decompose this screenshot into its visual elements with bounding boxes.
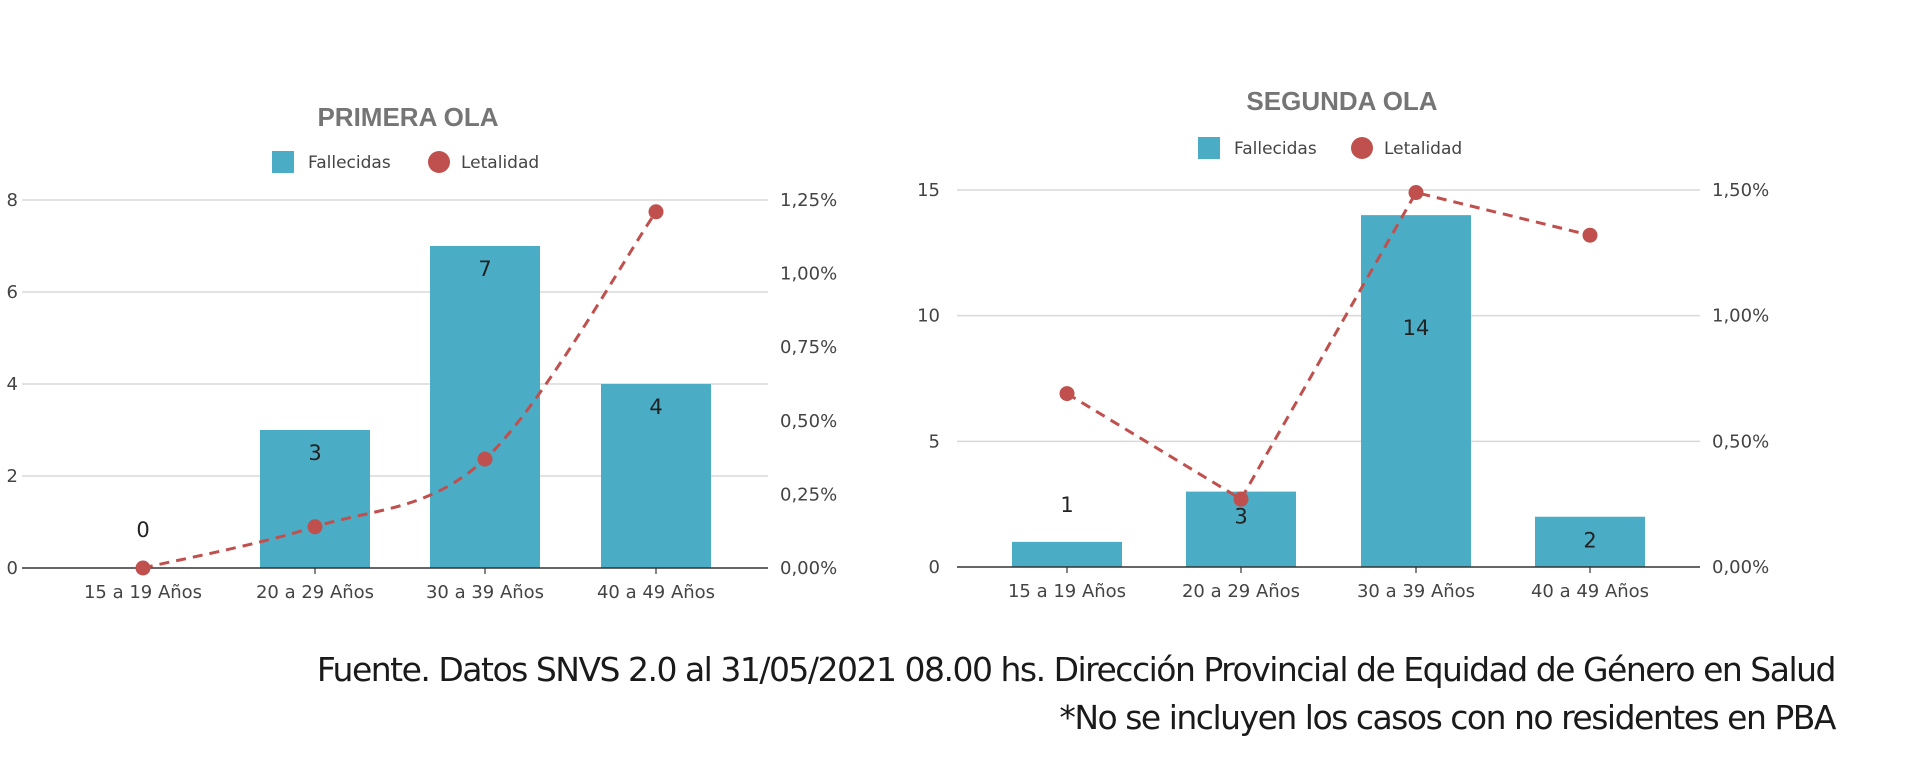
chart2-x-tick-label: 40 a 49 Años xyxy=(1531,581,1649,602)
chart2-x-tick-label: 20 a 29 Años xyxy=(1182,581,1300,602)
chart2-y-right-tick: 0,00% xyxy=(1712,557,1769,578)
chart1-legend-swatch-line xyxy=(428,151,450,173)
chart1-y-right-tick: 0,00% xyxy=(780,558,837,579)
chart2-legend-swatch-bar xyxy=(1198,137,1220,159)
chart2-y-right-tick: 1,50% xyxy=(1712,180,1769,201)
chart1-y-right-tick: 1,00% xyxy=(780,264,837,285)
chart2-bar-data-label: 14 xyxy=(1403,316,1430,340)
chart1-bar-data-label: 4 xyxy=(649,395,662,419)
chart1-y-right-tick: 1,25% xyxy=(780,190,837,211)
chart1-x-tick-label: 20 a 29 Años xyxy=(256,582,374,603)
chart1-y-left-tick: 4 xyxy=(7,374,18,395)
chart2-bar-data-label: 2 xyxy=(1583,529,1596,553)
chart1-x-tick-label: 15 a 19 Años xyxy=(84,582,202,603)
chart1-y-left-tick: 6 xyxy=(7,282,18,303)
chart1-x-tick-label: 40 a 49 Años xyxy=(597,582,715,603)
chart1-letalidad-point xyxy=(135,560,151,576)
chart1-legend-swatch-bar xyxy=(272,151,294,173)
chart2-y-left-tick: 5 xyxy=(929,431,940,452)
chart2-bar-data-label: 3 xyxy=(1234,505,1247,529)
chart2-bar xyxy=(1012,541,1122,567)
chart1-y-left-tick: 2 xyxy=(7,466,18,487)
chart1-letalidad-point xyxy=(648,204,664,220)
chart1-letalidad-line xyxy=(142,210,658,570)
chart2-x-tick-label: 15 a 19 Años xyxy=(1008,581,1126,602)
chart1-y-right-tick: 0,25% xyxy=(780,484,837,505)
chart2-y-left-tick: 10 xyxy=(917,306,940,327)
chart2-y-right-tick: 0,50% xyxy=(1712,431,1769,452)
chart2-legend-label-letalidad: Letalidad xyxy=(1384,139,1462,159)
chart1-y-right-tick: 0,75% xyxy=(780,337,837,358)
chart1-x-tick-label: 30 a 39 Años xyxy=(426,582,544,603)
chart2-bar xyxy=(1535,516,1645,567)
chart2-legend-swatch-line xyxy=(1351,137,1373,159)
chart2-y-right-tick: 1,00% xyxy=(1712,306,1769,327)
chart1-bar-data-label: 7 xyxy=(478,257,491,281)
chart2-x-tick-label: 30 a 39 Años xyxy=(1357,581,1475,602)
chart2-y-left-tick: 15 xyxy=(917,180,940,201)
chart1-bar xyxy=(260,430,370,568)
chart1-y-left-tick: 8 xyxy=(7,190,18,211)
chart2-bar xyxy=(1361,215,1471,567)
chart1-bar xyxy=(430,246,540,568)
chart1-letalidad-point xyxy=(477,451,493,467)
chart2-letalidad-point xyxy=(1582,227,1598,243)
chart1-bar xyxy=(601,384,711,568)
chart2-bar-data-label: 1 xyxy=(1060,493,1073,517)
chart2-letalidad-point xyxy=(1059,386,1075,402)
chart2-letalidad-line xyxy=(1066,190,1591,502)
chart1-y-left-tick: 0 xyxy=(7,558,18,579)
chart1-legend-label-fallecidas: Fallecidas xyxy=(308,153,391,173)
chart2-y-left-tick: 0 xyxy=(929,557,940,578)
chart1-legend-label-letalidad: Letalidad xyxy=(461,153,539,173)
chart1-title: PRIMERA OLA xyxy=(317,102,498,132)
chart2-letalidad-point xyxy=(1233,491,1249,507)
chart2-title: SEGUNDA OLA xyxy=(1246,86,1437,116)
chart1-bar-data-label: 0 xyxy=(136,518,149,542)
chart1-y-right-tick: 0,50% xyxy=(780,411,837,432)
chart2-legend-label-fallecidas: Fallecidas xyxy=(1234,139,1317,159)
chart1-letalidad-point xyxy=(307,519,323,535)
chart2-letalidad-point xyxy=(1408,185,1424,201)
footnote-text: *No se incluyen los casos con no residen… xyxy=(1059,698,1836,737)
chart1-bar-data-label: 3 xyxy=(308,441,321,465)
source-text: Fuente. Datos SNVS 2.0 al 31/05/2021 08.… xyxy=(316,650,1837,689)
